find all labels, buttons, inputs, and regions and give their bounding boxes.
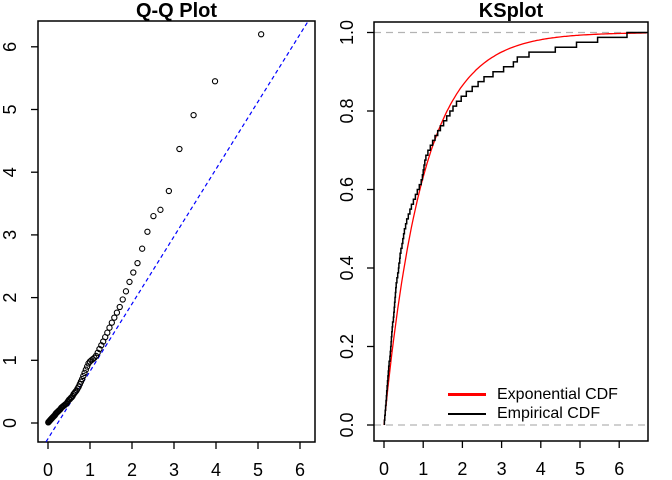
y-tick-label: 0.6 <box>337 177 357 202</box>
ks-legend: Exponential CDF Empirical CDF <box>448 385 618 423</box>
qq-point <box>80 372 87 380</box>
qq-point <box>91 354 98 361</box>
x-tick-label: 4 <box>211 460 221 480</box>
qq-point <box>116 303 123 311</box>
qq-point <box>113 309 121 316</box>
qq-point <box>104 329 111 336</box>
x-tick-label: 0 <box>379 459 389 479</box>
qq-point <box>157 206 164 213</box>
qq-point <box>165 187 173 195</box>
qq-point <box>94 349 101 356</box>
x-tick-label: 4 <box>536 459 546 479</box>
x-axis-ticks: 0 1 2 3 4 5 6 <box>43 442 305 480</box>
y-tick-label: 3 <box>0 230 20 240</box>
y-tick-label: 0.4 <box>337 255 357 280</box>
plot-box <box>373 21 649 442</box>
qq-point <box>119 296 126 303</box>
qq-point <box>144 228 151 235</box>
ks-panel: 0 1 2 3 4 5 6 0.0 0.2 0.4 0.6 0.8 1.0 <box>337 20 649 479</box>
x-tick-label: 3 <box>497 459 507 479</box>
y-tick-label: 4 <box>0 167 20 177</box>
legend-label-exponential-cdf: Exponential CDF <box>497 385 618 403</box>
qq-reference-line <box>45 20 309 443</box>
qq-points <box>45 31 265 426</box>
y-tick-label: 6 <box>0 42 20 52</box>
qq-point <box>130 269 137 276</box>
legend-item-exponential-cdf: Exponential CDF <box>448 385 618 404</box>
x-tick-label: 2 <box>127 460 137 480</box>
x-tick-label: 6 <box>614 459 624 479</box>
qq-plot-title: Q-Q Plot <box>135 0 218 22</box>
x-tick-label: 0 <box>43 460 53 480</box>
x-tick-label: 5 <box>253 460 263 480</box>
y-tick-label: 1.0 <box>337 20 357 45</box>
x-tick-label: 1 <box>418 459 428 479</box>
x-tick-label: 3 <box>169 460 179 480</box>
qq-panel: 0 1 2 3 4 5 6 0 1 2 3 4 5 6 <box>0 20 316 480</box>
ks-exponential-curve <box>383 32 647 426</box>
x-axis-ticks: 0 1 2 3 4 5 6 <box>379 441 624 479</box>
y-tick-label: 2 <box>0 293 20 303</box>
x-tick-label: 5 <box>575 459 585 479</box>
qq-point <box>126 278 133 286</box>
plot-box <box>37 20 316 443</box>
y-tick-label: 0 <box>0 418 20 428</box>
qq-point <box>111 314 118 321</box>
qq-point <box>81 369 88 376</box>
x-tick-label: 2 <box>457 459 467 479</box>
exponential-cdf-line-swatch <box>448 393 486 396</box>
y-axis-ticks: 0 1 2 3 4 5 6 <box>0 42 38 428</box>
y-tick-label: 1 <box>0 355 20 365</box>
y-tick-label: 0.0 <box>337 412 357 437</box>
qq-point <box>82 366 89 373</box>
qq-point <box>108 319 115 326</box>
qq-point <box>139 245 146 252</box>
x-tick-label: 6 <box>295 460 305 480</box>
qq-point <box>190 111 197 119</box>
qq-point <box>134 259 141 267</box>
legend-item-empirical-cdf: Empirical CDF <box>448 404 618 423</box>
qq-point <box>78 375 86 383</box>
qq-point <box>211 78 219 85</box>
ks-empirical-steps <box>383 31 648 425</box>
ks-plot-title: KSplot <box>478 0 544 22</box>
empirical-cdf-line-swatch <box>448 412 486 415</box>
qq-point <box>176 145 183 153</box>
qq-point <box>89 355 97 363</box>
qq-point <box>150 212 157 220</box>
x-tick-label: 1 <box>85 460 95 480</box>
y-tick-label: 0.2 <box>337 334 357 359</box>
y-tick-label: 0.8 <box>337 98 357 123</box>
y-tick-label: 5 <box>0 104 20 114</box>
y-axis-ticks: 0.0 0.2 0.4 0.6 0.8 1.0 <box>337 20 374 438</box>
qq-point <box>122 288 130 295</box>
legend-label-empirical-cdf: Empirical CDF <box>497 404 601 422</box>
qq-point <box>92 352 100 360</box>
qq-point <box>257 31 265 38</box>
qq-point <box>106 324 113 331</box>
qq-point <box>68 394 75 401</box>
qq-point <box>83 363 91 370</box>
